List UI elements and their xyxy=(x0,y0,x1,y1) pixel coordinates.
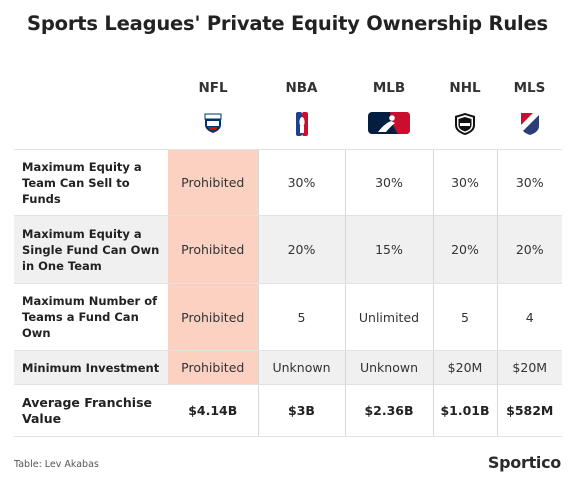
table-row: Maximum Equity a Team Can Sell to Funds … xyxy=(14,149,562,216)
league-header-nba: NBA xyxy=(258,72,345,148)
nfl-logo-icon xyxy=(204,112,222,138)
cell-nhl: 20% xyxy=(432,215,497,284)
cell-mlb: 30% xyxy=(344,149,433,216)
cell-mlb: Unknown xyxy=(344,350,433,385)
league-abbr: NBA xyxy=(285,80,318,96)
cell-nhl: $20M xyxy=(432,350,497,385)
cell-nfl: Prohibited xyxy=(168,149,258,216)
ownership-rules-table: Maximum Equity a Team Can Sell to Funds … xyxy=(14,149,562,437)
league-header-mlb: MLB xyxy=(345,72,433,148)
mls-logo-icon xyxy=(520,112,540,140)
cell-nfl: Prohibited xyxy=(168,215,258,284)
row-label: Maximum Number of Teams a Fund Can Own xyxy=(14,283,168,351)
source-credit: Table: Lev Akabas xyxy=(14,459,99,470)
cell-nfl: Prohibited xyxy=(168,283,258,351)
league-header-nfl: NFL xyxy=(168,72,258,148)
cell-mlb: 15% xyxy=(344,215,433,284)
league-header-mls: MLS xyxy=(497,72,562,148)
cell-mlb: Unlimited xyxy=(344,283,433,351)
nba-logo-icon xyxy=(295,112,308,140)
cell-nba: $3B xyxy=(257,384,345,437)
cell-nba: 30% xyxy=(257,149,345,216)
cell-nhl: 30% xyxy=(432,149,497,216)
cell-mls: 20% xyxy=(496,215,562,284)
table-row: Minimum Investment Prohibited Unknown Un… xyxy=(14,350,562,385)
cell-nhl: 5 xyxy=(432,283,497,351)
table-row: Maximum Number of Teams a Fund Can Own P… xyxy=(14,283,562,351)
cell-nba: 5 xyxy=(257,283,345,351)
cell-nfl: $4.14B xyxy=(168,384,258,437)
mlb-logo-icon xyxy=(368,112,410,138)
league-abbr: NFL xyxy=(198,80,228,96)
league-header-row: NFL NBA MLB xyxy=(0,72,575,148)
cell-nba: 20% xyxy=(257,215,345,284)
cell-mls: $582M xyxy=(496,384,562,437)
table-row: Maximum Equity a Single Fund Can Own in … xyxy=(14,215,562,284)
league-header-nhl: NHL xyxy=(433,72,497,148)
cell-nfl: Prohibited xyxy=(168,350,258,385)
cell-mls: $20M xyxy=(496,350,562,385)
cell-mls: 4 xyxy=(496,283,562,351)
table-row: Average Franchise Value $4.14B $3B $2.36… xyxy=(14,384,562,437)
cell-nhl: $1.01B xyxy=(432,384,497,437)
league-abbr: NHL xyxy=(449,80,481,96)
row-label: Average Franchise Value xyxy=(14,384,168,437)
row-label: Maximum Equity a Single Fund Can Own in … xyxy=(14,215,168,284)
row-label: Maximum Equity a Team Can Sell to Funds xyxy=(14,149,168,216)
cell-mls: 30% xyxy=(496,149,562,216)
sportico-logo: Sportico xyxy=(487,453,561,472)
cell-mlb: $2.36B xyxy=(344,384,433,437)
league-abbr: MLB xyxy=(372,80,406,96)
cell-nba: Unknown xyxy=(257,350,345,385)
league-abbr: MLS xyxy=(513,80,546,96)
row-label: Minimum Investment xyxy=(14,350,168,385)
table-title: Sports Leagues' Private Equity Ownership… xyxy=(27,12,548,35)
nhl-logo-icon xyxy=(454,112,476,140)
